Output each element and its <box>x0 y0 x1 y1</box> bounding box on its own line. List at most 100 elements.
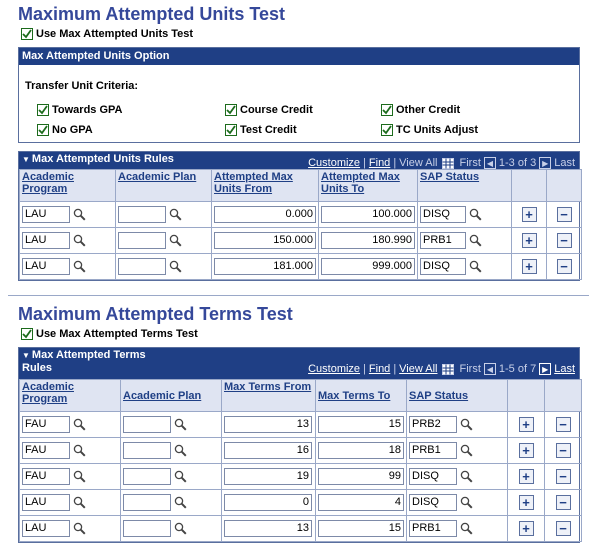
tc-units-adjust-checkbox[interactable] <box>381 124 393 136</box>
tc-units-adjust-checkbox-row[interactable]: TC Units Adjust <box>381 124 478 136</box>
magnifier-icon[interactable] <box>174 470 187 483</box>
delete-row-button[interactable]: − <box>555 443 571 458</box>
view-all-link[interactable]: View All <box>399 157 438 169</box>
other-credit-checkbox[interactable] <box>381 104 393 116</box>
other-credit-checkbox-row[interactable]: Other Credit <box>381 104 460 116</box>
plan-input[interactable] <box>118 258 166 275</box>
customize-link[interactable]: Customize <box>308 363 361 375</box>
magnifier-icon[interactable] <box>174 418 187 431</box>
terms-from-input[interactable]: 16 <box>224 442 312 459</box>
next-arrow-icon[interactable]: ▶ <box>539 157 552 169</box>
magnifier-icon[interactable] <box>460 444 473 457</box>
terms-from-input[interactable]: 0 <box>224 494 312 511</box>
first-link[interactable]: First <box>459 157 481 169</box>
plan-input[interactable] <box>123 494 171 511</box>
col-units-to[interactable]: Attempted Max Units To <box>318 169 418 202</box>
delete-row-button[interactable]: − <box>556 233 572 248</box>
magnifier-icon[interactable] <box>174 496 187 509</box>
customize-link[interactable]: Customize <box>308 157 361 169</box>
col-terms-from[interactable]: Max Terms From <box>221 379 316 412</box>
test-credit-checkbox[interactable] <box>225 124 237 136</box>
terms-to-input[interactable]: 15 <box>318 416 404 433</box>
units-to-input[interactable]: 100.000 <box>321 206 415 223</box>
download-grid-icon[interactable] <box>441 157 454 169</box>
no-gpa-checkbox-row[interactable]: No GPA <box>37 124 93 136</box>
program-input[interactable]: LAU <box>22 232 70 249</box>
col-academic-program[interactable]: Academic Program <box>19 379 121 412</box>
col-terms-to[interactable]: Max Terms To <box>315 379 407 412</box>
magnifier-icon[interactable] <box>169 208 182 221</box>
course-credit-checkbox-row[interactable]: Course Credit <box>225 104 313 116</box>
magnifier-icon[interactable] <box>174 444 187 457</box>
col-sap-status[interactable]: SAP Status <box>406 379 508 412</box>
units-to-input[interactable]: 999.000 <box>321 258 415 275</box>
delete-row-button[interactable]: − <box>555 469 571 484</box>
use-max-terms-checkbox-row[interactable]: Use Max Attempted Terms Test <box>21 328 198 340</box>
prev-arrow-icon[interactable]: ◀ <box>483 363 496 375</box>
view-all-link[interactable]: View All <box>399 363 438 375</box>
add-row-button[interactable]: + <box>518 443 534 458</box>
sap-status-input[interactable]: DISQ <box>420 206 466 223</box>
magnifier-icon[interactable] <box>73 470 86 483</box>
delete-row-button[interactable]: − <box>555 495 571 510</box>
towards-gpa-checkbox[interactable] <box>37 104 49 116</box>
sap-status-input[interactable]: DISQ <box>420 258 466 275</box>
magnifier-icon[interactable] <box>174 522 187 535</box>
col-academic-program[interactable]: Academic Program <box>19 169 116 202</box>
add-row-button[interactable]: + <box>518 417 534 432</box>
units-to-input[interactable]: 180.990 <box>321 232 415 249</box>
magnifier-icon[interactable] <box>469 208 482 221</box>
program-input[interactable]: LAU <box>22 494 70 511</box>
use-max-units-checkbox-row[interactable]: Use Max Attempted Units Test <box>21 28 193 40</box>
download-grid-icon[interactable] <box>441 363 454 375</box>
delete-row-button[interactable]: − <box>556 259 572 274</box>
magnifier-icon[interactable] <box>73 234 86 247</box>
program-input[interactable]: LAU <box>22 258 70 275</box>
last-link[interactable]: Last <box>554 157 575 169</box>
add-row-button[interactable]: + <box>521 233 537 248</box>
find-link[interactable]: Find <box>368 363 391 375</box>
col-academic-plan[interactable]: Academic Plan <box>120 379 222 412</box>
next-arrow-icon[interactable]: ▶ <box>539 363 552 375</box>
sap-status-input[interactable]: DISQ <box>409 468 457 485</box>
magnifier-icon[interactable] <box>469 260 482 273</box>
add-row-button[interactable]: + <box>518 495 534 510</box>
terms-to-input[interactable]: 18 <box>318 442 404 459</box>
magnifier-icon[interactable] <box>73 444 86 457</box>
sap-status-input[interactable]: DISQ <box>409 494 457 511</box>
use-max-terms-checkbox[interactable] <box>21 328 33 340</box>
sap-status-input[interactable]: PRB1 <box>409 520 457 537</box>
sap-status-input[interactable]: PRB1 <box>409 442 457 459</box>
magnifier-icon[interactable] <box>460 418 473 431</box>
plan-input[interactable] <box>118 232 166 249</box>
magnifier-icon[interactable] <box>73 496 86 509</box>
terms-from-input[interactable]: 13 <box>224 416 312 433</box>
plan-input[interactable] <box>123 442 171 459</box>
add-row-button[interactable]: + <box>518 521 534 536</box>
magnifier-icon[interactable] <box>73 208 86 221</box>
magnifier-icon[interactable] <box>169 234 182 247</box>
program-input[interactable]: FAU <box>22 442 70 459</box>
use-max-units-checkbox[interactable] <box>21 28 33 40</box>
first-link[interactable]: First <box>459 363 481 375</box>
magnifier-icon[interactable] <box>460 470 473 483</box>
sap-status-input[interactable]: PRB2 <box>409 416 457 433</box>
magnifier-icon[interactable] <box>460 522 473 535</box>
course-credit-checkbox[interactable] <box>225 104 237 116</box>
col-sap-status[interactable]: SAP Status <box>417 169 512 202</box>
plan-input[interactable] <box>123 416 171 433</box>
magnifier-icon[interactable] <box>73 260 86 273</box>
sap-status-input[interactable]: PRB1 <box>420 232 466 249</box>
add-row-button[interactable]: + <box>521 207 537 222</box>
terms-to-input[interactable]: 99 <box>318 468 404 485</box>
no-gpa-checkbox[interactable] <box>37 124 49 136</box>
magnifier-icon[interactable] <box>73 418 86 431</box>
delete-row-button[interactable]: − <box>555 417 571 432</box>
units-from-input[interactable]: 0.000 <box>214 206 316 223</box>
col-academic-plan[interactable]: Academic Plan <box>115 169 212 202</box>
prev-arrow-icon[interactable]: ◀ <box>483 157 496 169</box>
magnifier-icon[interactable] <box>460 496 473 509</box>
plan-input[interactable] <box>123 468 171 485</box>
add-row-button[interactable]: + <box>518 469 534 484</box>
program-input[interactable]: FAU <box>22 468 70 485</box>
